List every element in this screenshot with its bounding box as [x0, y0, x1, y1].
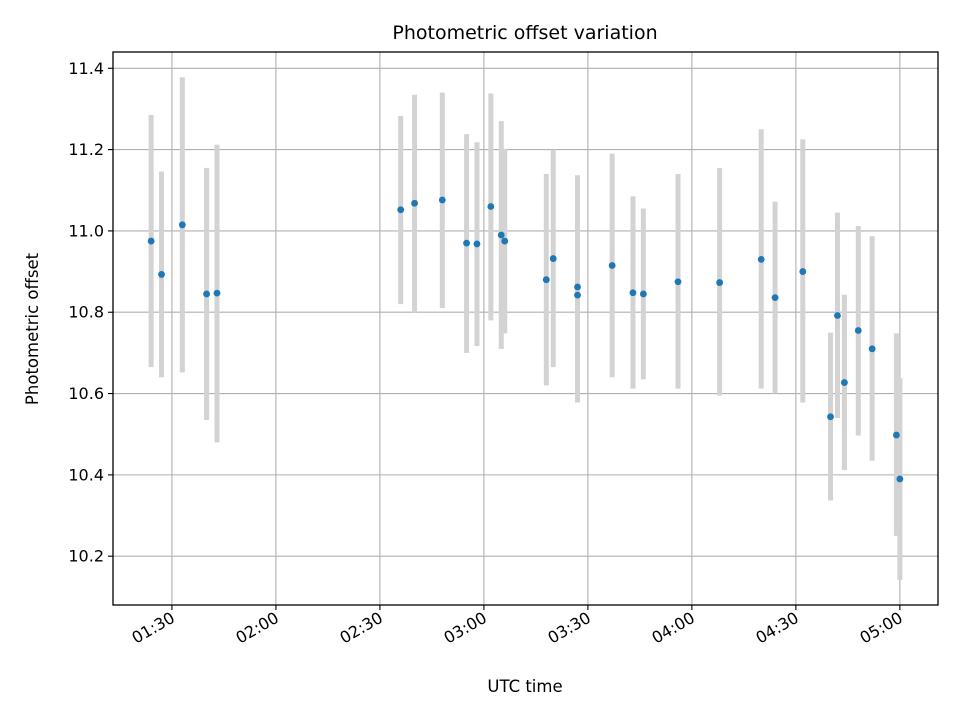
- data-point: [463, 239, 470, 247]
- y-tick-label: 10.8: [68, 303, 104, 322]
- data-point: [574, 291, 581, 299]
- data-point: [147, 237, 155, 245]
- data-point: [542, 276, 550, 284]
- data-point: [411, 199, 418, 207]
- data-point: [674, 278, 682, 286]
- data-point: [716, 279, 724, 286]
- data-point: [608, 262, 616, 269]
- data-point: [397, 206, 405, 214]
- plot-area-frame: [112, 51, 939, 606]
- data-point: [549, 255, 557, 262]
- y-tick-label: 11.4: [68, 59, 104, 78]
- data-point: [896, 475, 904, 483]
- data-point: [497, 231, 505, 239]
- y-axis-label: Photometric offset: [23, 252, 42, 405]
- data-point: [473, 240, 481, 248]
- data-points: [147, 196, 904, 483]
- data-point: [438, 196, 446, 204]
- y-axis-ticks: 10.2 10.4 10.6 10.8 11.0 11.2 11.4: [68, 59, 113, 566]
- data-point: [178, 221, 186, 229]
- x-axis-label: UTC time: [487, 677, 562, 696]
- data-point: [639, 290, 647, 298]
- y-tick-label: 11.0: [68, 221, 104, 240]
- data-point: [834, 312, 841, 319]
- y-tick-label: 10.6: [68, 384, 104, 403]
- data-point: [771, 294, 779, 301]
- data-point: [501, 237, 509, 245]
- data-point: [203, 290, 210, 298]
- data-point: [841, 379, 848, 386]
- y-tick-label: 10.2: [68, 547, 104, 566]
- data-point: [827, 413, 834, 421]
- data-point: [629, 289, 637, 297]
- y-tick-label: 10.4: [68, 465, 104, 484]
- data-point: [854, 327, 862, 334]
- chart-title: Photometric offset variation: [392, 22, 657, 44]
- data-point: [574, 283, 581, 291]
- data-point: [757, 255, 765, 263]
- data-point: [893, 431, 900, 439]
- data-point: [868, 345, 876, 353]
- data-point: [487, 203, 495, 210]
- y-tick-label: 11.2: [68, 140, 104, 159]
- data-point: [213, 289, 221, 297]
- data-point: [799, 268, 807, 275]
- data-point: [158, 271, 165, 278]
